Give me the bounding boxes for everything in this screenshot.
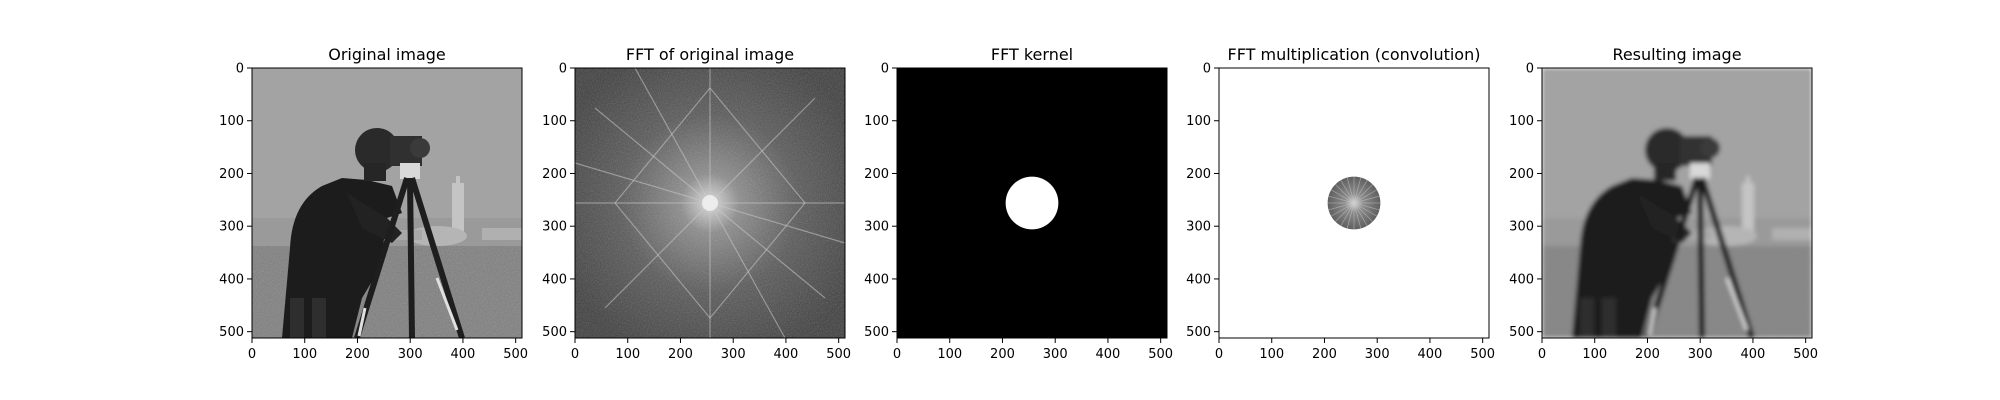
y-tick-label: 0 xyxy=(1203,62,1211,77)
y-tick-label: 300 xyxy=(542,220,567,235)
y-tick-label: 500 xyxy=(1186,325,1211,340)
y-tick-label: 400 xyxy=(1509,272,1534,287)
y-tick-label: 100 xyxy=(864,114,889,129)
y-tick-label: 100 xyxy=(1509,114,1534,129)
x-tick-label: 200 xyxy=(668,347,693,362)
y-tick-label: 300 xyxy=(1186,220,1211,235)
y-tick-label: 400 xyxy=(219,272,244,287)
axes-frame xyxy=(896,67,1168,339)
x-tick-label: 100 xyxy=(937,347,962,362)
x-tick-label: 0 xyxy=(893,347,901,362)
x-tick-label: 0 xyxy=(1538,347,1546,362)
kernel-disc xyxy=(1005,176,1059,230)
x-tick-label: 500 xyxy=(1148,347,1173,362)
x-tick-label: 500 xyxy=(503,347,528,362)
x-tick-label: 200 xyxy=(1312,347,1337,362)
y-tick-label: 0 xyxy=(559,62,567,77)
y-tick-label: 200 xyxy=(864,167,889,182)
y-tick-label: 400 xyxy=(1186,272,1211,287)
image-content xyxy=(897,68,1167,338)
x-tick-label: 300 xyxy=(721,347,746,362)
x-tick-label: 300 xyxy=(1043,347,1068,362)
panel-fft-multiplication: FFT multiplication (convolution) 0 100 200 3… xyxy=(1186,45,1495,362)
x-tick-label: 300 xyxy=(1688,347,1713,362)
panel-original-image: Original image 0 100 200 300 400 500 0 100 200 300… xyxy=(219,45,528,362)
panel-title: FFT multiplication (convolution) xyxy=(1228,45,1481,64)
x-tick-label: 400 xyxy=(451,347,476,362)
x-tick-label: 400 xyxy=(1741,347,1766,362)
panel-title: FFT of original image xyxy=(626,45,794,64)
x-tick-label: 0 xyxy=(571,347,579,362)
axes-frame xyxy=(251,67,523,339)
x-tick-label: 0 xyxy=(1215,347,1223,362)
x-tick-label: 100 xyxy=(292,347,317,362)
x-tick-label: 400 xyxy=(1418,347,1443,362)
x-tick-label: 300 xyxy=(1365,347,1390,362)
panel-title: Original image xyxy=(328,45,446,64)
x-tick-label: 100 xyxy=(615,347,640,362)
y-tick-label: 500 xyxy=(864,325,889,340)
y-tick-label: 100 xyxy=(1186,114,1211,129)
x-tick-label: 500 xyxy=(1793,347,1818,362)
x-tick-label: 500 xyxy=(826,347,851,362)
y-tick-label: 200 xyxy=(1186,167,1211,182)
y-tick-label: 0 xyxy=(1526,62,1534,77)
y-tick-label: 100 xyxy=(219,114,244,129)
x-tick-label: 0 xyxy=(248,347,256,362)
panel-fft-kernel: FFT kernel 0 100 200 300 400 500 0 100 200 300 400 5… xyxy=(864,45,1173,362)
y-tick-label: 300 xyxy=(219,220,244,235)
y-tick-label: 300 xyxy=(1509,220,1534,235)
x-tick-label: 100 xyxy=(1259,347,1284,362)
y-tick-label: 400 xyxy=(542,272,567,287)
y-tick-label: 500 xyxy=(219,325,244,340)
x-tick-label: 200 xyxy=(990,347,1015,362)
x-tick-label: 500 xyxy=(1470,347,1495,362)
y-tick-label: 200 xyxy=(542,167,567,182)
y-tick-label: 400 xyxy=(864,272,889,287)
y-tick-label: 200 xyxy=(219,167,244,182)
panel-title: Resulting image xyxy=(1612,45,1741,64)
x-tick-label: 400 xyxy=(774,347,799,362)
panel-resulting-image: Resulting image 0 100 200 300 400 500 0 100 200 30… xyxy=(1509,45,1818,362)
axes-frame xyxy=(1218,67,1490,339)
image-content xyxy=(575,68,845,338)
y-tick-label: 300 xyxy=(864,220,889,235)
x-tick-label: 400 xyxy=(1096,347,1121,362)
x-tick-label: 200 xyxy=(345,347,370,362)
image-content xyxy=(1219,68,1489,338)
image-content xyxy=(1542,68,1812,338)
panel-title: FFT kernel xyxy=(991,45,1073,64)
x-tick-label: 100 xyxy=(1582,347,1607,362)
image-content xyxy=(252,68,522,338)
x-tick-label: 300 xyxy=(398,347,423,362)
y-tick-label: 500 xyxy=(1509,325,1534,340)
y-tick-label: 0 xyxy=(236,62,244,77)
y-tick-label: 100 xyxy=(542,114,567,129)
axes-frame xyxy=(574,67,846,339)
y-tick-label: 500 xyxy=(542,325,567,340)
y-tick-label: 200 xyxy=(1509,167,1534,182)
axes-frame xyxy=(1541,67,1813,339)
y-tick-label: 0 xyxy=(881,62,889,77)
panel-fft-original: FFT of original image 0 100 200 300 400 500 0 10… xyxy=(542,45,851,362)
x-tick-label: 200 xyxy=(1635,347,1660,362)
